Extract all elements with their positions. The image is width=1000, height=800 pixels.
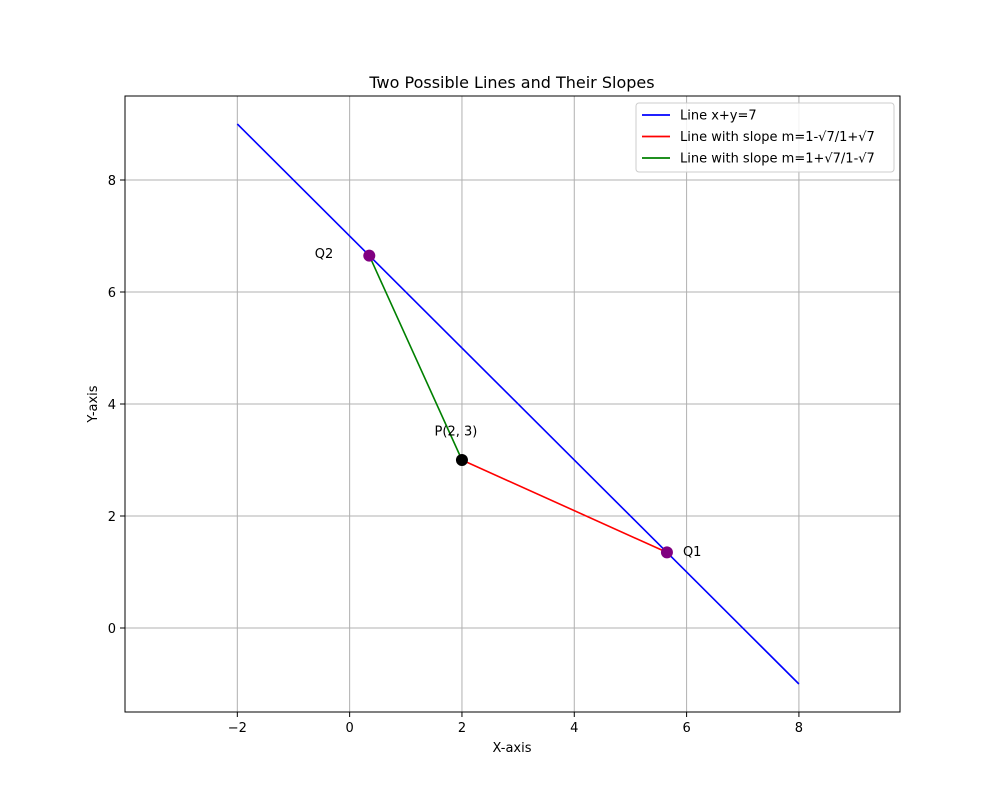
legend: Line x+y=7 Line with slope m=1-√7/1+√7 Lin… bbox=[635, 102, 895, 173]
legend-entry-1: Line x+y=7 bbox=[680, 109, 757, 124]
series-layer bbox=[236, 123, 800, 685]
legend-entry-3: Line with slope m=1+√7/1-√7 bbox=[680, 152, 875, 167]
y-tick-label: 0 bbox=[108, 622, 116, 637]
x-tick-label: 0 bbox=[345, 721, 353, 736]
point-marker-3 bbox=[363, 249, 376, 262]
x-tick-label: −2 bbox=[228, 721, 247, 736]
series-line-2 bbox=[461, 459, 668, 554]
y-axis-label: Y-axis bbox=[86, 385, 101, 423]
chart-title: Two Possible Lines and Their Slopes bbox=[368, 73, 654, 92]
ticks-layer: −2 0 2 4 6 8 0 2 4 6 8 bbox=[108, 174, 803, 736]
x-tick-label: 8 bbox=[795, 721, 803, 736]
legend-entry-2: Line with slope m=1-√7/1+√7 bbox=[680, 130, 875, 145]
point-label-1: P(2, 3) bbox=[435, 425, 478, 440]
point-label-2: Q1 bbox=[683, 545, 702, 560]
y-tick-label: 8 bbox=[108, 174, 116, 189]
series-line-1 bbox=[236, 123, 800, 685]
point-label-3: Q2 bbox=[315, 247, 334, 262]
y-tick-label: 6 bbox=[108, 286, 116, 301]
series-line-3 bbox=[368, 255, 463, 461]
legend-box bbox=[635, 102, 895, 173]
point-marker-1 bbox=[455, 454, 468, 466]
x-tick-label: 2 bbox=[458, 721, 466, 736]
point-marker-2 bbox=[660, 546, 673, 559]
y-tick-label: 2 bbox=[108, 510, 116, 525]
x-tick-label: 4 bbox=[570, 721, 578, 736]
y-tick-label: 4 bbox=[108, 398, 116, 413]
x-tick-label: 6 bbox=[682, 721, 690, 736]
grid-lines bbox=[125, 96, 900, 712]
points-layer: P(2, 3) Q1 Q2 bbox=[315, 247, 702, 560]
x-axis-label: X-axis bbox=[493, 741, 532, 756]
